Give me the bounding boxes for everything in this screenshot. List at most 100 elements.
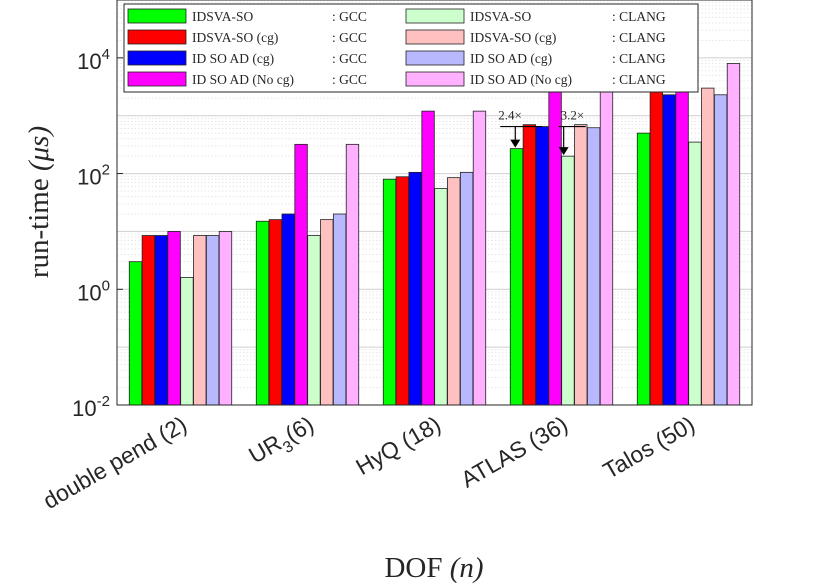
y-tick-exp: 4 [102, 46, 110, 63]
annotation-arrowhead-0 [510, 139, 521, 148]
y-tick-exp: -2 [97, 393, 110, 410]
legend-compiler-0: : GCC [332, 9, 367, 24]
legend-label-2: ID SO AD (cg) [192, 51, 274, 66]
legend-label-4: IDSVA-SO [470, 9, 532, 24]
x-tick-label-3: ATLAS (36) [456, 411, 572, 493]
legend-compiler-4: : CLANG [612, 9, 666, 24]
bar-5-4 [561, 155, 575, 406]
bar-2-1 [141, 235, 156, 406]
legend-label-0: IDSVA-SO [192, 9, 254, 24]
bar-8-2 [345, 143, 360, 406]
bar-8-5 [726, 63, 741, 406]
legend-compiler-6: : CLANG [612, 51, 666, 66]
bar-7-5 [713, 94, 728, 406]
bar-8-3 [472, 110, 487, 406]
bar-1-1 [128, 261, 143, 406]
y-tick-base: 10 [77, 280, 101, 305]
bar-5-5 [688, 141, 702, 406]
bar-6-5 [701, 87, 715, 406]
legend-swatch-4 [405, 8, 465, 24]
legend-label-5: IDSVA-SO (cg) [470, 30, 556, 45]
bar-4-1 [167, 231, 181, 406]
bar-1-3 [382, 178, 397, 406]
y-axis-label-var: (μs) [23, 126, 55, 171]
x-tick-label-2: HyQ (18) [351, 411, 445, 480]
bar-2-4 [522, 124, 537, 406]
y-tick-label-1: 100 [77, 277, 110, 305]
legend-compiler-7: : CLANG [612, 72, 666, 87]
x-tick-text: Talos (50) [599, 411, 699, 484]
y-tick-label-3: 104 [77, 46, 110, 74]
bar-6-3 [447, 177, 461, 406]
bar-5-3 [434, 188, 448, 406]
bar-8-1 [218, 231, 233, 406]
bar-1-2 [255, 220, 270, 406]
legend-label-3: ID SO AD (No cg) [192, 72, 294, 87]
legend-swatch-2 [127, 50, 187, 66]
bar-4-3 [421, 110, 435, 406]
bar-8-4 [599, 75, 614, 406]
x-tick-text: HyQ (18) [351, 411, 445, 480]
y-tick-exp: 0 [102, 277, 110, 294]
bar-6-1 [193, 235, 207, 406]
bar-2-2 [268, 219, 283, 406]
bar-6-2 [320, 219, 334, 406]
legend-swatch-3 [127, 71, 187, 87]
legend-compiler-2: : GCC [332, 51, 367, 66]
y-tick-label-2: 102 [77, 162, 110, 190]
legend-compiler-1: : GCC [332, 30, 367, 45]
bar-2-3 [395, 176, 410, 406]
annotation-arrowhead-1 [558, 147, 569, 156]
y-tick-exp: 2 [102, 162, 110, 179]
bar-3-2 [281, 213, 295, 406]
bar-4-2 [294, 143, 308, 406]
bar-7-3 [459, 171, 474, 406]
legend-compiler-3: : GCC [332, 72, 367, 87]
bar-3-1 [154, 235, 168, 406]
bar-1-5 [636, 132, 651, 406]
annotation-label-0: 2.4× [498, 108, 522, 123]
x-axis-ticks: double pend (2) UR3(6) HyQ (18) ATLAS (36) T… [38, 399, 699, 514]
x-axis-label: DOF (n) [384, 552, 483, 584]
legend: IDSVA-SO : GCC IDSVA-SO (cg) : GCC ID SO AD … [123, 3, 699, 93]
bar-5-2 [307, 235, 321, 406]
x-tick-label-4: Talos (50) [599, 411, 699, 484]
bar-7-2 [332, 213, 347, 406]
bar-4-5 [675, 63, 689, 406]
x-axis-label-var: (n) [450, 552, 484, 584]
bars-group [128, 63, 741, 406]
y-tick-base: 10 [72, 396, 96, 421]
bar-5-1 [180, 277, 194, 406]
x-tick-label-1: UR3(6) [244, 411, 321, 474]
bar-3-4 [535, 126, 549, 406]
bar-2-5 [649, 87, 664, 406]
legend-swatch-0 [127, 8, 187, 24]
annotation-label-1: 3.2× [561, 108, 585, 123]
x-axis-label-text: DOF [384, 552, 442, 584]
y-axis-label: run-time (μs) [23, 126, 55, 278]
y-tick-base: 10 [77, 49, 101, 74]
annotations: 2.4× 3.2× [498, 108, 586, 156]
bar-3-3 [408, 171, 422, 406]
x-tick-text: UR [244, 429, 286, 468]
y-axis-label-text: run-time [23, 178, 55, 278]
bar-4-4 [548, 75, 562, 406]
legend-swatch-5 [405, 29, 465, 45]
legend-label-6: ID SO AD (cg) [470, 51, 552, 66]
legend-swatch-1 [127, 29, 187, 45]
bar-3-5 [662, 94, 676, 406]
legend-swatch-6 [405, 50, 465, 66]
legend-label-7: ID SO AD (No cg) [470, 72, 572, 87]
legend-swatch-7 [405, 71, 465, 87]
legend-compiler-5: : CLANG [612, 30, 666, 45]
x-tick-text: double pend (2) [38, 411, 191, 514]
bar-6-4 [574, 124, 588, 406]
y-tick-base: 10 [77, 165, 101, 190]
x-tick-text: ATLAS (36) [456, 411, 572, 493]
legend-label-1: IDSVA-SO (cg) [192, 30, 278, 45]
bar-1-4 [509, 148, 524, 406]
bar-7-4 [586, 127, 601, 406]
x-tick-label-0: double pend (2) [38, 411, 191, 514]
